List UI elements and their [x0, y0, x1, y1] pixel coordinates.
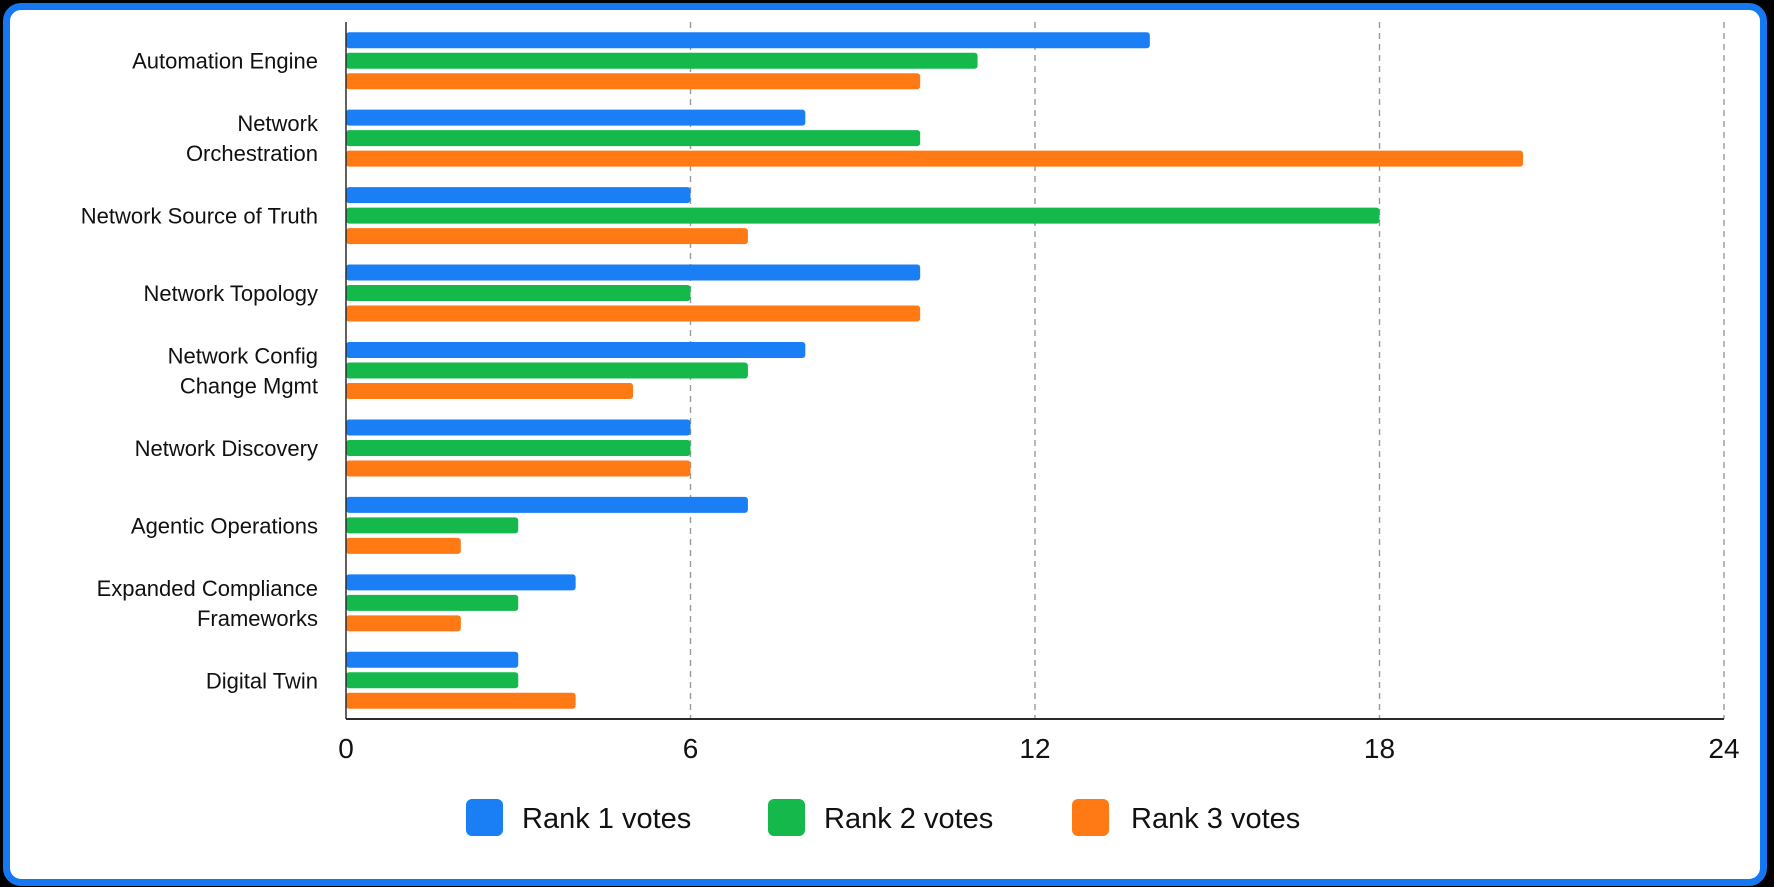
bar-2-3	[346, 207, 1380, 224]
category-label-5-line-1: Network Config	[168, 344, 318, 369]
legend-label-3: Rank 3 votes	[1131, 803, 1300, 835]
bar-1-2	[346, 109, 806, 126]
category-label-8-line-2: Frameworks	[197, 606, 318, 631]
category-label-2-line-2: Orchestration	[186, 141, 318, 166]
bar-3-7	[346, 537, 461, 554]
legend-swatch-3	[1072, 799, 1109, 836]
category-label-8-line-1: Expanded Compliance	[97, 576, 318, 601]
category-label-5-line-2: Change Mgmt	[180, 374, 318, 399]
bar-2-1	[346, 52, 978, 69]
bar-1-8	[346, 574, 576, 591]
bar-3-2	[346, 150, 1524, 167]
x-tick-label-12: 12	[1019, 733, 1050, 764]
legend-label-1: Rank 1 votes	[522, 803, 691, 835]
bar-1-5	[346, 342, 806, 358]
bar-2-6	[346, 439, 691, 456]
category-label-7: Agentic Operations	[131, 513, 318, 538]
bar-3-3	[346, 228, 748, 245]
category-label-9: Digital Twin	[206, 668, 318, 693]
bar-2-5	[346, 362, 748, 379]
bar-2-9	[346, 672, 519, 689]
bar-3-9	[346, 692, 576, 709]
bar-3-6	[346, 460, 691, 477]
x-tick-label-6: 6	[683, 733, 699, 764]
legend-label-2: Rank 2 votes	[824, 803, 993, 835]
legend-swatch-2	[768, 799, 805, 836]
legend-swatch-1	[466, 799, 503, 836]
category-label-1: Automation Engine	[132, 49, 318, 74]
bar-2-8	[346, 594, 519, 611]
bar-1-7	[346, 496, 748, 513]
bar-3-4	[346, 305, 921, 322]
category-label-4: Network Topology	[144, 281, 318, 306]
bar-1-1	[346, 32, 1150, 49]
bar-2-4	[346, 285, 691, 302]
bar-1-3	[346, 187, 691, 204]
bar-2-7	[346, 517, 519, 534]
bar-2-2	[346, 130, 921, 147]
x-tick-label-18: 18	[1364, 733, 1395, 764]
bar-1-6	[346, 419, 691, 436]
bar-3-8	[346, 615, 461, 632]
category-label-2-line-1: Network	[237, 111, 319, 136]
category-label-6: Network Discovery	[135, 436, 318, 461]
bar-3-5	[346, 383, 634, 399]
x-tick-label-0: 0	[338, 733, 354, 764]
x-tick-label-24: 24	[1708, 733, 1739, 764]
bar-1-4	[346, 264, 921, 281]
category-label-3: Network Source of Truth	[81, 204, 318, 229]
bar-1-9	[346, 651, 519, 668]
chart-card	[3, 3, 1767, 886]
bar-3-1	[346, 73, 921, 90]
